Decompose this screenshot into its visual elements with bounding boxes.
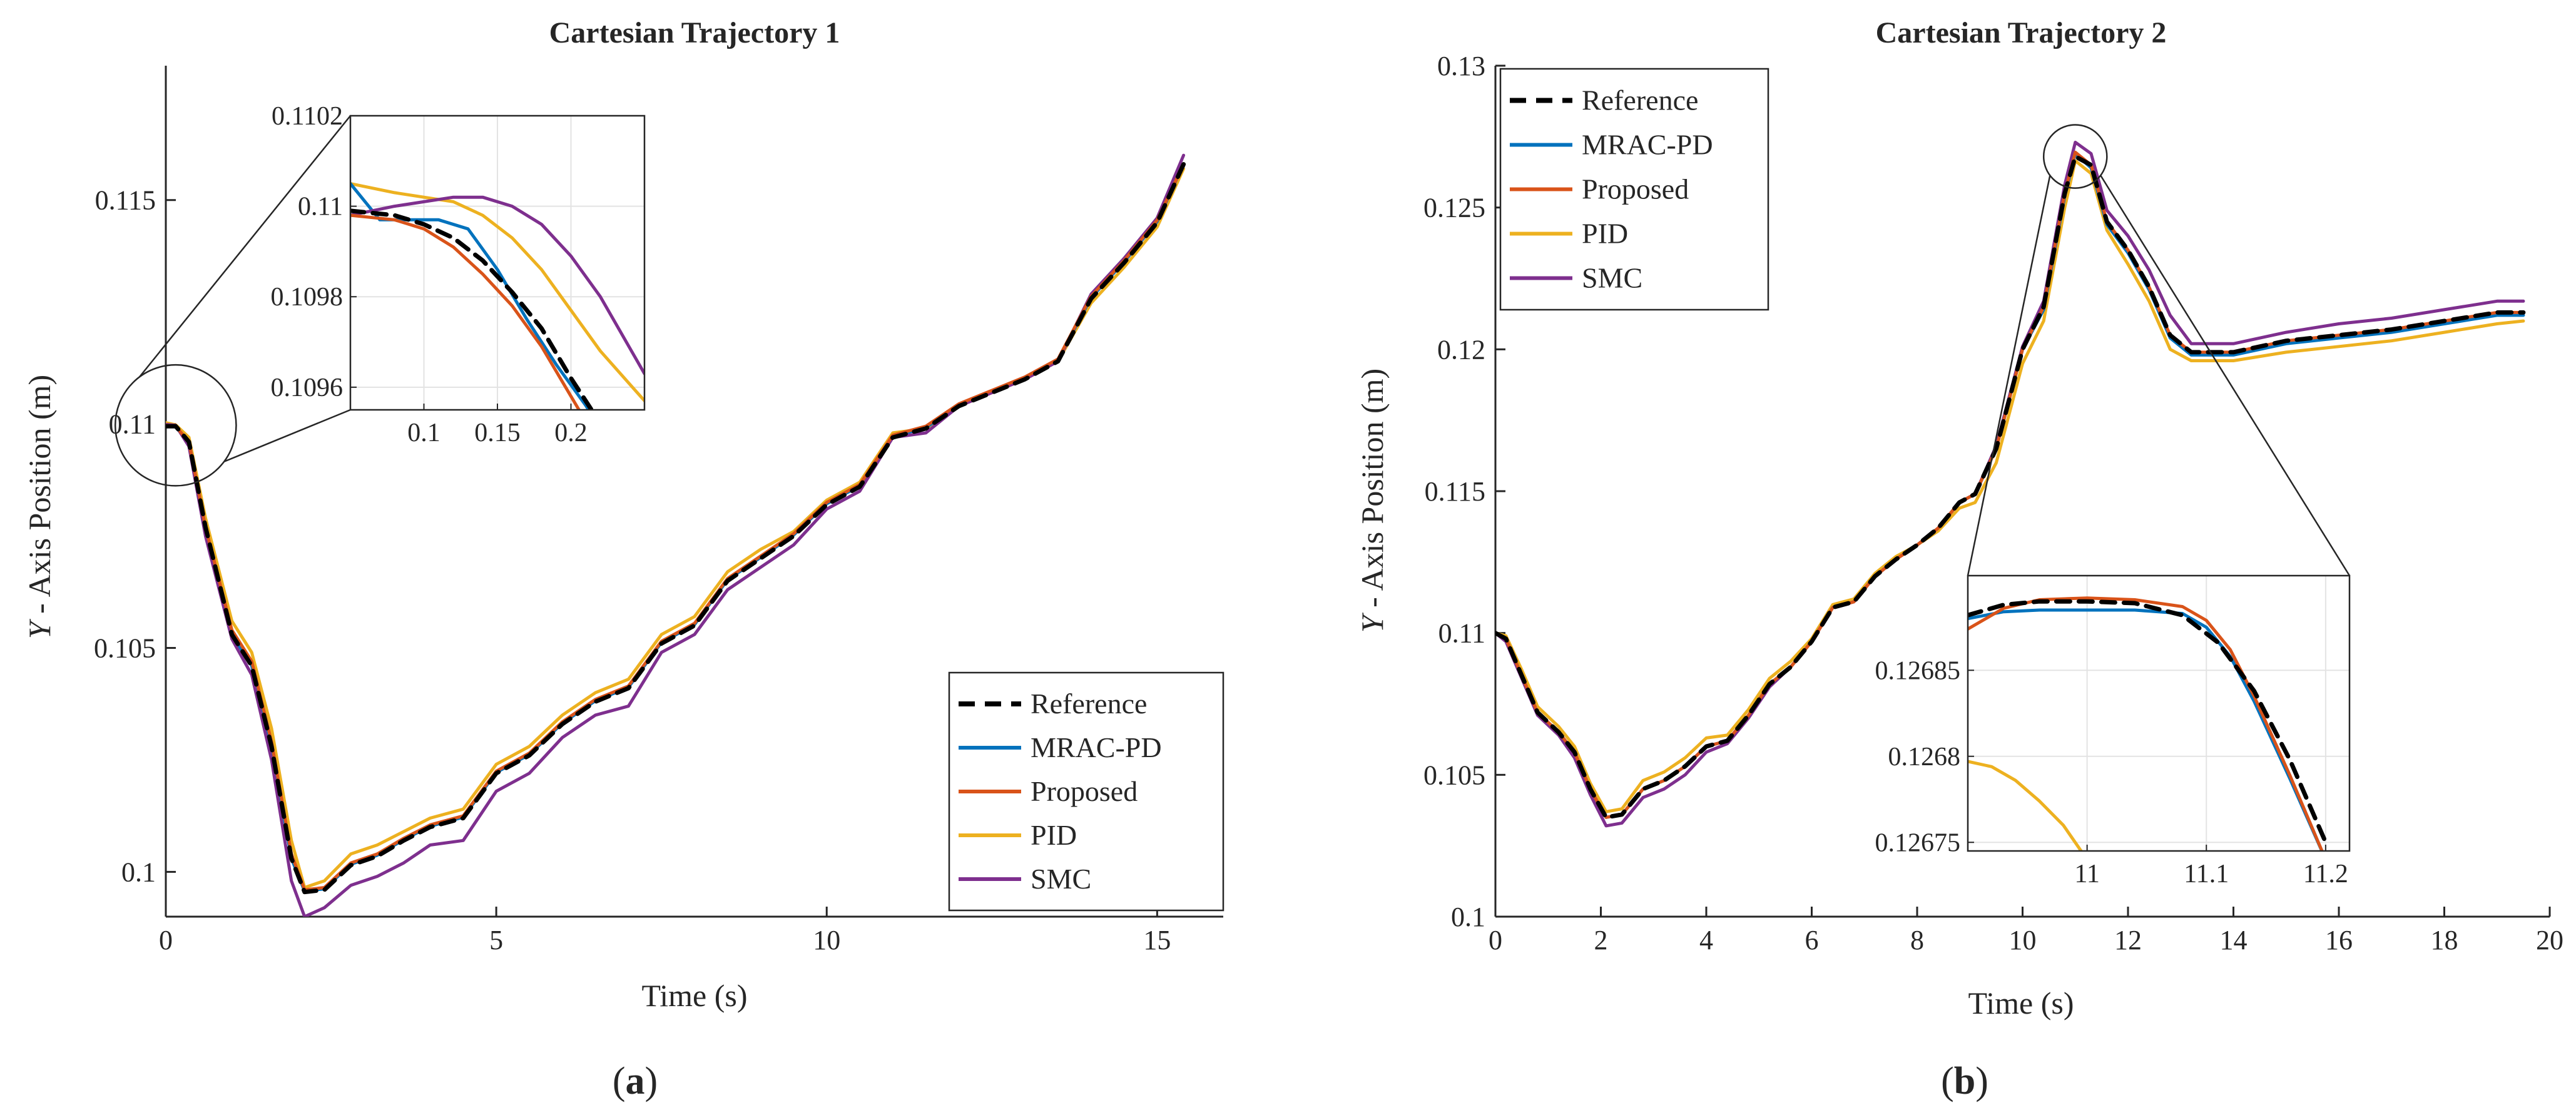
panel-b-y-tick-label: 0.125 xyxy=(1423,193,1485,223)
panel-a-inset-series-group xyxy=(350,182,644,410)
panel-b-legend-label-mrac-pd: MRAC-PD xyxy=(1582,129,1713,161)
panel-a-inset: 0.1 0.15 0.2 0.1096 0.1098 0.11 0.1102 xyxy=(271,102,646,447)
panel-a-zoom-connector xyxy=(114,115,351,487)
panel-a-x-label: Time (s) xyxy=(641,978,747,1013)
panel-b-x-tick-label: 16 xyxy=(2325,925,2353,955)
panel-b-inset-x-tick-label: 11.2 xyxy=(2303,860,2348,888)
panel-b-inset: 11 11.1 11.2 0.12675 0.1268 0.12685 xyxy=(1875,574,2351,888)
panel-b-legend-label-reference: Reference xyxy=(1582,84,1698,116)
panel-b-sublabel: (b) xyxy=(1941,1060,1988,1102)
panel-b-legend-label-pid: PID xyxy=(1582,218,1628,250)
panel-b-inset-series-pid xyxy=(1968,760,2084,851)
panel-b-sublabel-open: ( xyxy=(1941,1060,1954,1102)
panel-b-inset-x-tick-label: 11.1 xyxy=(2184,860,2229,888)
panel-a-zoom-line-bottom xyxy=(223,409,351,462)
panel-a-inset-y-tick-label: 0.1098 xyxy=(271,283,344,312)
panel-a-sublabel-letter: a xyxy=(626,1060,645,1102)
panel-b-sublabel-close: ) xyxy=(1975,1060,1988,1102)
panel-a-sublabel: (a) xyxy=(613,1060,658,1102)
panel-b-y-label: Y - Axis Position (m) xyxy=(1355,369,1390,633)
panel-a-y-label-text: - Axis Position (m) xyxy=(22,375,57,621)
panel-b-legend: Reference MRAC-PD Proposed PID SMC xyxy=(1499,68,1769,311)
panel-b-series-reference xyxy=(1495,154,2526,820)
panel-a-title: Cartesian Trajectory 1 xyxy=(549,16,840,49)
panel-a-sublabel-close: ) xyxy=(645,1060,658,1102)
panel-b-x-tick-label: 10 xyxy=(2009,925,2037,955)
panel-a-legend-label-proposed: Proposed xyxy=(1031,775,1138,807)
panel-b-x-tick-label: 0 xyxy=(1489,925,1502,955)
panel-a-inset-y-tick-label: 0.11 xyxy=(298,193,343,221)
panel-b-zoom-line-left xyxy=(1967,175,2051,576)
panel-b-inset-y-tick-label: 0.12675 xyxy=(1875,828,1961,857)
panel-b: Cartesian Trajectory 2 Time (s) Y - Axis… xyxy=(1355,16,2563,1102)
panel-b-y-tick-label: 0.12 xyxy=(1437,334,1485,365)
panel-a-inset-y-tick-label: 0.1102 xyxy=(272,102,343,131)
panel-b-series-group xyxy=(1495,140,2526,828)
panel-b-y-tick-label: 0.1 xyxy=(1451,902,1485,932)
panel-a-inset-series-smc xyxy=(350,195,644,375)
panel-a-x-tick-label: 0 xyxy=(159,925,173,955)
panel-a-inset-x-tick-label: 0.2 xyxy=(554,419,588,447)
panel-a-series-group xyxy=(166,153,1186,917)
panel-b-zoom-connector xyxy=(1967,124,2351,576)
panel-b-title: Cartesian Trajectory 2 xyxy=(1876,16,2167,49)
panel-b-inset-frame xyxy=(1967,574,2351,852)
panel-a-inset-series-proposed xyxy=(350,213,581,410)
panel-b-x-tick-label: 2 xyxy=(1594,925,1608,955)
panel-b-inset-y-tick-label: 0.12685 xyxy=(1875,656,1961,685)
panel-b-axes: 0 2 4 6 8 10 12 14 16 18 20 0.1 0.105 0.11 0.115 0.12 0.… xyxy=(1423,51,2563,955)
panel-b-inset-series-proposed xyxy=(1968,596,2324,851)
panel-b-x-tick-label: 4 xyxy=(1699,925,1713,955)
panel-a-y-label-variable: Y xyxy=(22,618,57,639)
panel-a-y-tick-label: 0.1 xyxy=(121,857,156,887)
panel-a-series-reference xyxy=(166,162,1186,895)
panel-b-legend-label-proposed: Proposed xyxy=(1582,173,1689,205)
panel-a-legend-label-smc: SMC xyxy=(1031,863,1091,895)
panel-a-axes: 0 5 10 15 0.1 0.105 0.11 0.115 xyxy=(94,66,1223,955)
panel-b-inset-x-tick-label: 11 xyxy=(2074,860,2099,888)
panel-a-legend: Reference MRAC-PD Proposed PID SMC xyxy=(948,671,1224,912)
panel-b-inset-background xyxy=(1968,576,2349,851)
panel-b-inset-series-reference xyxy=(1968,599,2328,845)
panel-a-y-tick-label: 0.105 xyxy=(94,633,156,664)
panel-a-inset-series-pid xyxy=(350,182,644,402)
panel-b-x-tick-label: 6 xyxy=(1805,925,1819,955)
panel-b-zoom-line-right xyxy=(2100,175,2351,576)
panel-b-x-tick-label: 18 xyxy=(2431,925,2458,955)
panel-a: Cartesian Trajectory 1 Time (s) Y - Axis… xyxy=(22,16,1224,1102)
panel-a-zoom-circle xyxy=(114,364,237,487)
panel-b-y-label-variable: Y xyxy=(1355,612,1390,633)
panel-a-legend-label-pid: PID xyxy=(1031,819,1077,851)
panel-a-inset-series-reference xyxy=(350,208,594,410)
panel-a-inset-x-tick-label: 0.15 xyxy=(474,419,521,447)
panel-b-x-tick-label: 14 xyxy=(2220,925,2248,955)
panel-b-y-tick-label: 0.13 xyxy=(1437,51,1485,81)
panel-a-y-tick-label: 0.115 xyxy=(95,185,156,216)
panel-b-legend-label-smc: SMC xyxy=(1582,262,1642,294)
panel-a-x-tick-label: 5 xyxy=(489,925,503,955)
panel-a-y-label: Y - Axis Position (m) xyxy=(22,375,57,639)
panel-b-sublabel-letter: b xyxy=(1954,1060,1975,1102)
panel-a-x-tick-label: 15 xyxy=(1143,925,1171,955)
panel-a-zoom-line-top xyxy=(138,115,351,378)
panel-a-inset-y-tick-label: 0.1096 xyxy=(271,374,344,402)
panel-a-series-smc xyxy=(166,153,1186,917)
panel-b-y-tick-label: 0.105 xyxy=(1423,760,1485,790)
panel-b-x-tick-label: 12 xyxy=(2114,925,2142,955)
panel-b-zoom-circle xyxy=(2042,124,2108,189)
panel-a-legend-label-reference: Reference xyxy=(1031,688,1147,720)
panel-b-inset-series-group xyxy=(1968,596,2328,851)
panel-b-inset-y-tick-label: 0.1268 xyxy=(1888,743,1961,771)
panel-a-legend-label-mrac-pd: MRAC-PD xyxy=(1031,731,1162,763)
panel-b-y-label-text: - Axis Position (m) xyxy=(1355,369,1390,615)
panel-b-x-tick-label: 8 xyxy=(1910,925,1924,955)
panel-b-x-tick-label: 20 xyxy=(2536,925,2563,955)
panel-a-sublabel-open: ( xyxy=(613,1060,626,1102)
panel-a-inset-x-tick-label: 0.1 xyxy=(407,419,440,447)
panel-a-x-tick-label: 10 xyxy=(813,925,840,955)
panel-b-y-tick-label: 0.115 xyxy=(1425,476,1485,507)
panel-b-x-label: Time (s) xyxy=(1968,985,2074,1021)
panel-b-y-tick-label: 0.11 xyxy=(1438,618,1485,649)
